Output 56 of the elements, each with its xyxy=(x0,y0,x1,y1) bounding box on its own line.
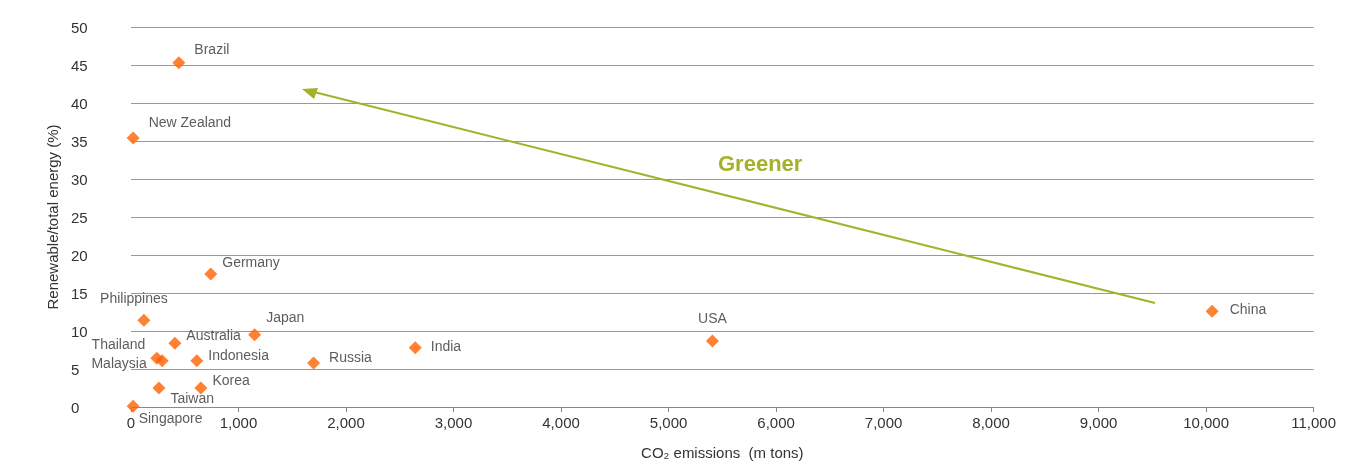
point xyxy=(126,399,140,413)
series-label: Philippines xyxy=(100,289,168,306)
x-tick-label: 4,000 xyxy=(542,414,580,431)
series-label: Korea xyxy=(212,372,250,388)
y-tick-label: 20 xyxy=(71,246,88,264)
annotation: Greener xyxy=(718,150,803,176)
point xyxy=(307,356,321,370)
series-label: Indonesia xyxy=(208,346,270,363)
point xyxy=(1205,304,1219,318)
y-axis-title: Renewable/total energy (%) xyxy=(44,124,62,310)
point xyxy=(248,328,262,342)
y-tick-label: 10 xyxy=(71,322,88,340)
x-tick-label: 7,000 xyxy=(864,414,903,431)
x-tick-label: 5,000 xyxy=(649,414,688,431)
x-tick-label: 10,000 xyxy=(1183,414,1230,431)
x-tick-label: 0 xyxy=(126,414,136,431)
series-label: USA xyxy=(698,310,728,327)
series-label: Japan xyxy=(266,308,305,325)
y-tick-label: 25 xyxy=(71,208,88,226)
y-tick-label: 0 xyxy=(71,398,80,416)
point xyxy=(152,381,166,395)
x-tick-label: 8,000 xyxy=(972,414,1010,431)
series-label: Thailand xyxy=(91,336,146,353)
y-tick-label: 30 xyxy=(71,170,88,188)
y-tick-label: 35 xyxy=(71,132,88,150)
series-label: New Zealand xyxy=(148,113,232,130)
y-tick-label: 45 xyxy=(71,56,88,74)
y-tick-label: 15 xyxy=(71,284,88,302)
x-tick-label: 11,000 xyxy=(1291,414,1336,431)
y-tick-label: 40 xyxy=(71,94,88,112)
point xyxy=(137,313,151,327)
series-label: Singapore xyxy=(138,410,203,427)
x-tick-label: 6,000 xyxy=(757,414,795,431)
point xyxy=(155,354,169,368)
x-tick-label: 9,000 xyxy=(1079,414,1118,431)
series-label: India xyxy=(430,337,462,354)
series-label: Malaysia xyxy=(91,354,147,371)
series-label: Taiwan xyxy=(170,390,215,406)
series-label: Russia xyxy=(329,348,373,365)
point xyxy=(172,56,186,70)
x-tick-label: 2,000 xyxy=(327,414,365,431)
point xyxy=(204,267,218,281)
x-tick-label: 1,000 xyxy=(219,414,258,431)
y-tick-label: 50 xyxy=(71,18,88,36)
y-tick-label: 5 xyxy=(71,360,80,378)
series-label: Australia xyxy=(186,327,242,344)
point xyxy=(168,336,182,350)
x-tick-label: 3,000 xyxy=(434,414,473,431)
series-label: Brazil xyxy=(194,40,230,57)
point xyxy=(408,341,422,355)
series-label: Germany xyxy=(222,254,280,270)
series-label: China xyxy=(1229,301,1267,318)
point xyxy=(126,131,140,145)
point xyxy=(705,334,719,348)
x-axis-title: CO₂ emissions (m tons) xyxy=(641,444,804,461)
point xyxy=(190,354,204,368)
